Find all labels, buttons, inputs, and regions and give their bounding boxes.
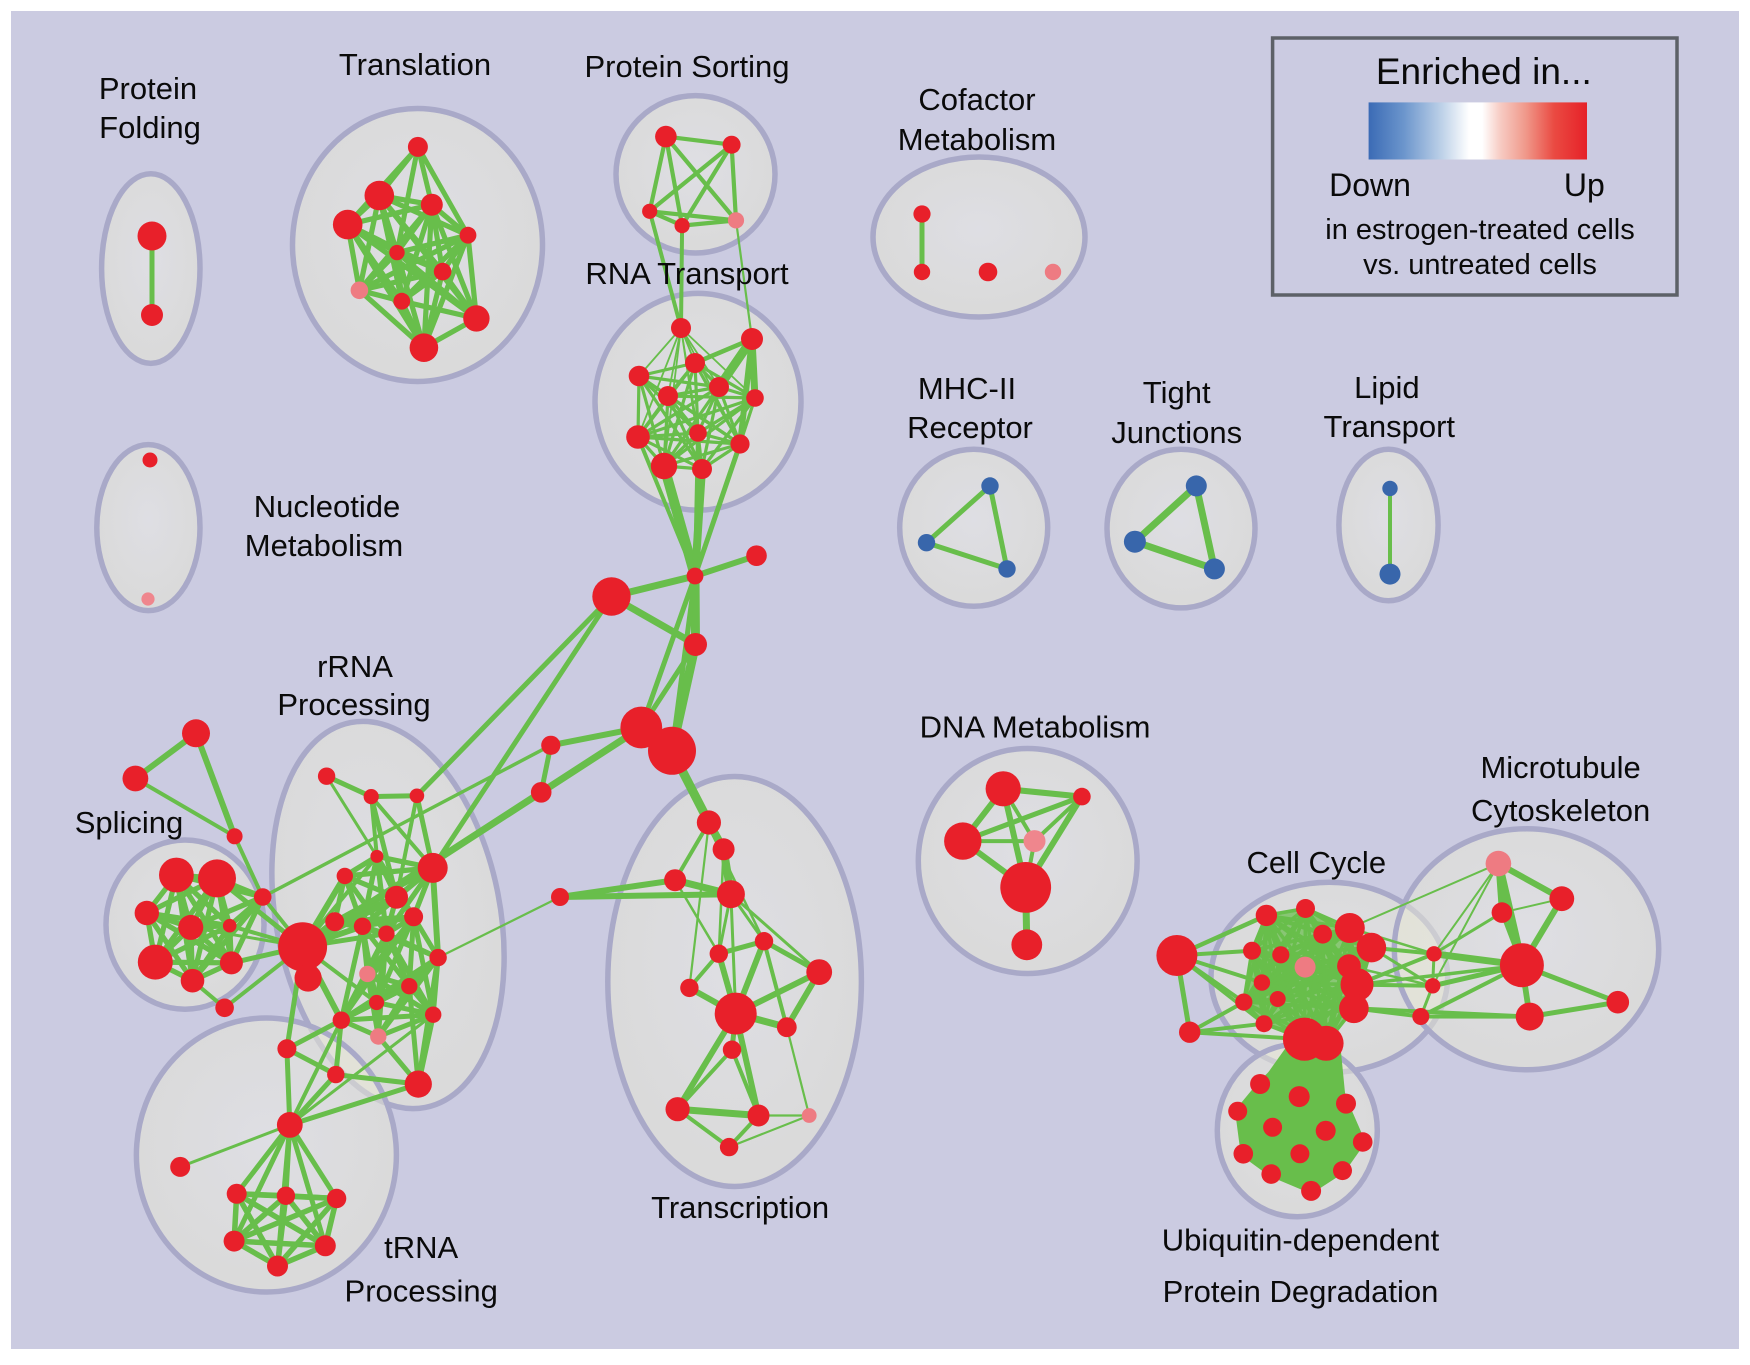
svg-text:Cell Cycle: Cell Cycle (1247, 845, 1387, 880)
svg-text:DNA Metabolism: DNA Metabolism (920, 710, 1151, 745)
svg-text:tRNA: tRNA (384, 1230, 458, 1265)
svg-text:Junctions: Junctions (1111, 415, 1242, 450)
svg-text:Protein: Protein (99, 71, 197, 106)
svg-text:rRNA: rRNA (317, 649, 393, 684)
svg-text:Processing: Processing (345, 1274, 498, 1309)
svg-text:Processing: Processing (277, 687, 430, 722)
svg-text:vs. untreated cells: vs. untreated cells (1363, 249, 1597, 281)
svg-text:Protein Sorting: Protein Sorting (584, 49, 789, 84)
svg-text:Nucleotide: Nucleotide (254, 489, 400, 524)
svg-text:RNA Transport: RNA Transport (585, 256, 789, 291)
svg-text:Tight: Tight (1143, 375, 1211, 410)
svg-text:Folding: Folding (99, 110, 201, 145)
svg-text:Cofactor: Cofactor (918, 82, 1035, 117)
svg-text:Microtubule: Microtubule (1480, 750, 1640, 785)
svg-text:Cytoskeleton: Cytoskeleton (1471, 793, 1650, 828)
svg-text:Translation: Translation (339, 47, 491, 82)
svg-text:Down: Down (1329, 167, 1411, 203)
svg-text:Metabolism: Metabolism (245, 528, 404, 563)
svg-text:Up: Up (1564, 167, 1605, 203)
svg-text:Enriched in...: Enriched in... (1376, 51, 1592, 92)
svg-text:Receptor: Receptor (907, 410, 1033, 445)
svg-text:Protein Degradation: Protein Degradation (1163, 1274, 1439, 1309)
svg-text:MHC-II: MHC-II (918, 371, 1016, 406)
svg-text:Ubiquitin-dependent: Ubiquitin-dependent (1162, 1223, 1440, 1258)
svg-text:Metabolism: Metabolism (898, 122, 1057, 157)
svg-text:Transcription: Transcription (651, 1190, 829, 1225)
svg-text:Lipid: Lipid (1354, 370, 1420, 405)
svg-text:in estrogen-treated cells: in estrogen-treated cells (1325, 214, 1635, 246)
svg-text:Splicing: Splicing (75, 805, 184, 840)
svg-text:Transport: Transport (1324, 409, 1456, 444)
